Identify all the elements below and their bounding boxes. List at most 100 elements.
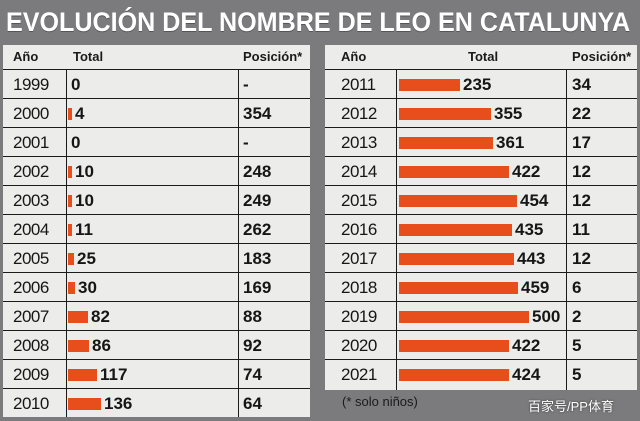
year-cell: 1999	[13, 75, 49, 94]
position-cell: 88	[243, 307, 262, 326]
table-row: 2009 117 74	[3, 359, 310, 389]
position-cell: 12	[572, 249, 591, 268]
total-bar	[399, 195, 517, 207]
total-bar	[399, 137, 493, 149]
table-row: 2017 443 12	[325, 243, 637, 273]
total-value: 422	[512, 336, 541, 355]
total-value: 25	[77, 249, 96, 268]
position-cell: 5	[572, 365, 582, 384]
total-value: 355	[494, 104, 523, 123]
total-bar	[68, 398, 101, 410]
position-cell: 183	[243, 249, 272, 268]
header-total-left: Total	[73, 49, 104, 64]
total-bar	[68, 224, 72, 236]
total-bar	[399, 340, 509, 352]
position-cell: 5	[572, 336, 582, 355]
position-cell: 12	[572, 191, 591, 210]
total-bar	[399, 282, 518, 294]
position-cell: 11	[572, 220, 590, 239]
total-bar	[399, 369, 509, 381]
total-value: 424	[512, 365, 541, 384]
year-cell: 2003	[13, 191, 49, 210]
footnote: (* solo niños)	[342, 394, 418, 409]
position-cell: 74	[243, 365, 262, 384]
year-cell: 2001	[13, 133, 49, 152]
total-value: 443	[517, 249, 546, 268]
year-cell: 2020	[341, 336, 377, 355]
position-cell: 12	[572, 162, 591, 181]
total-bar	[399, 253, 514, 265]
table-row: 2000 4 354	[3, 98, 310, 128]
position-cell: 2	[572, 307, 582, 326]
total-bar	[68, 166, 72, 178]
year-cell: 2012	[341, 104, 377, 123]
year-cell: 2014	[341, 162, 377, 181]
total-bar	[68, 340, 89, 352]
year-cell: 2007	[13, 307, 49, 326]
total-value: 86	[92, 336, 111, 355]
header-year-right: Año	[341, 49, 367, 64]
table-row: 2011 235 34	[325, 69, 637, 99]
total-value: 136	[104, 394, 133, 413]
total-value: 10	[75, 191, 94, 210]
total-value: 435	[515, 220, 544, 239]
table-row: 2020 422 5	[325, 330, 637, 360]
year-cell: 2017	[341, 249, 377, 268]
total-value: 117	[100, 365, 128, 384]
table-row: 2002 10 248	[3, 156, 310, 186]
total-value: 454	[520, 191, 549, 210]
table-row: 2007 82 88	[3, 301, 310, 331]
position-cell: 248	[243, 162, 272, 181]
total-bar	[399, 166, 509, 178]
table-row: 2019 500 2	[325, 301, 637, 331]
table-row: 2021 424 5	[325, 359, 637, 389]
total-bar	[399, 311, 529, 323]
table-panel-left: Año Total Posición* 1999 0 - 2000 4 354 2001 0 -…	[3, 45, 310, 417]
total-value: 30	[78, 278, 97, 297]
header-position-right: Posición*	[572, 49, 632, 64]
year-cell: 2006	[13, 278, 49, 297]
table-row: 2005 25 183	[3, 243, 310, 273]
position-cell: 262	[243, 220, 272, 239]
total-value: 10	[75, 162, 94, 181]
year-cell: 2010	[13, 394, 49, 413]
position-cell: -	[243, 133, 249, 152]
total-value: 82	[91, 307, 110, 326]
table-row: 2018 459 6	[325, 272, 637, 302]
total-bar	[399, 108, 491, 120]
total-value: 500	[532, 307, 561, 326]
total-bar	[68, 108, 72, 120]
total-value: 11	[75, 220, 93, 239]
table-row: 2013 361 17	[325, 127, 637, 157]
chart-title: EVOLUCIÓN DEL NOMBRE DE LEO EN CATALUNYA	[6, 7, 631, 37]
table-row: 2010 136 64	[3, 388, 310, 418]
total-bar	[68, 253, 74, 265]
position-cell: -	[243, 75, 249, 94]
total-value: 235	[463, 75, 492, 94]
table-row: 2016 435 11	[325, 214, 637, 244]
total-value: 4	[75, 104, 85, 123]
header-year-left: Año	[13, 49, 39, 64]
position-cell: 34	[572, 75, 591, 94]
year-cell: 2011	[341, 75, 376, 94]
table-panel-right: Año Total Posición* 2011 235 34 2012 355 22 20…	[325, 45, 637, 390]
year-cell: 2000	[13, 104, 49, 123]
position-cell: 249	[243, 191, 272, 210]
total-value: 459	[521, 278, 550, 297]
table-row: 2008 86 92	[3, 330, 310, 360]
table-row: 1999 0 -	[3, 69, 310, 99]
table-row: 2004 11 262	[3, 214, 310, 244]
year-cell: 2016	[341, 220, 377, 239]
year-cell: 2004	[13, 220, 49, 239]
total-bar	[68, 195, 72, 207]
header-total-right: Total	[468, 49, 499, 64]
position-cell: 92	[243, 336, 262, 355]
watermark: 百家号/PP体育	[528, 399, 614, 414]
column-divider	[396, 69, 397, 390]
total-bar	[399, 224, 512, 236]
year-cell: 2018	[341, 278, 377, 297]
table-row: 2003 10 249	[3, 185, 310, 215]
total-bar	[68, 369, 97, 381]
year-cell: 2002	[13, 162, 49, 181]
table-row: 2015 454 12	[325, 185, 637, 215]
